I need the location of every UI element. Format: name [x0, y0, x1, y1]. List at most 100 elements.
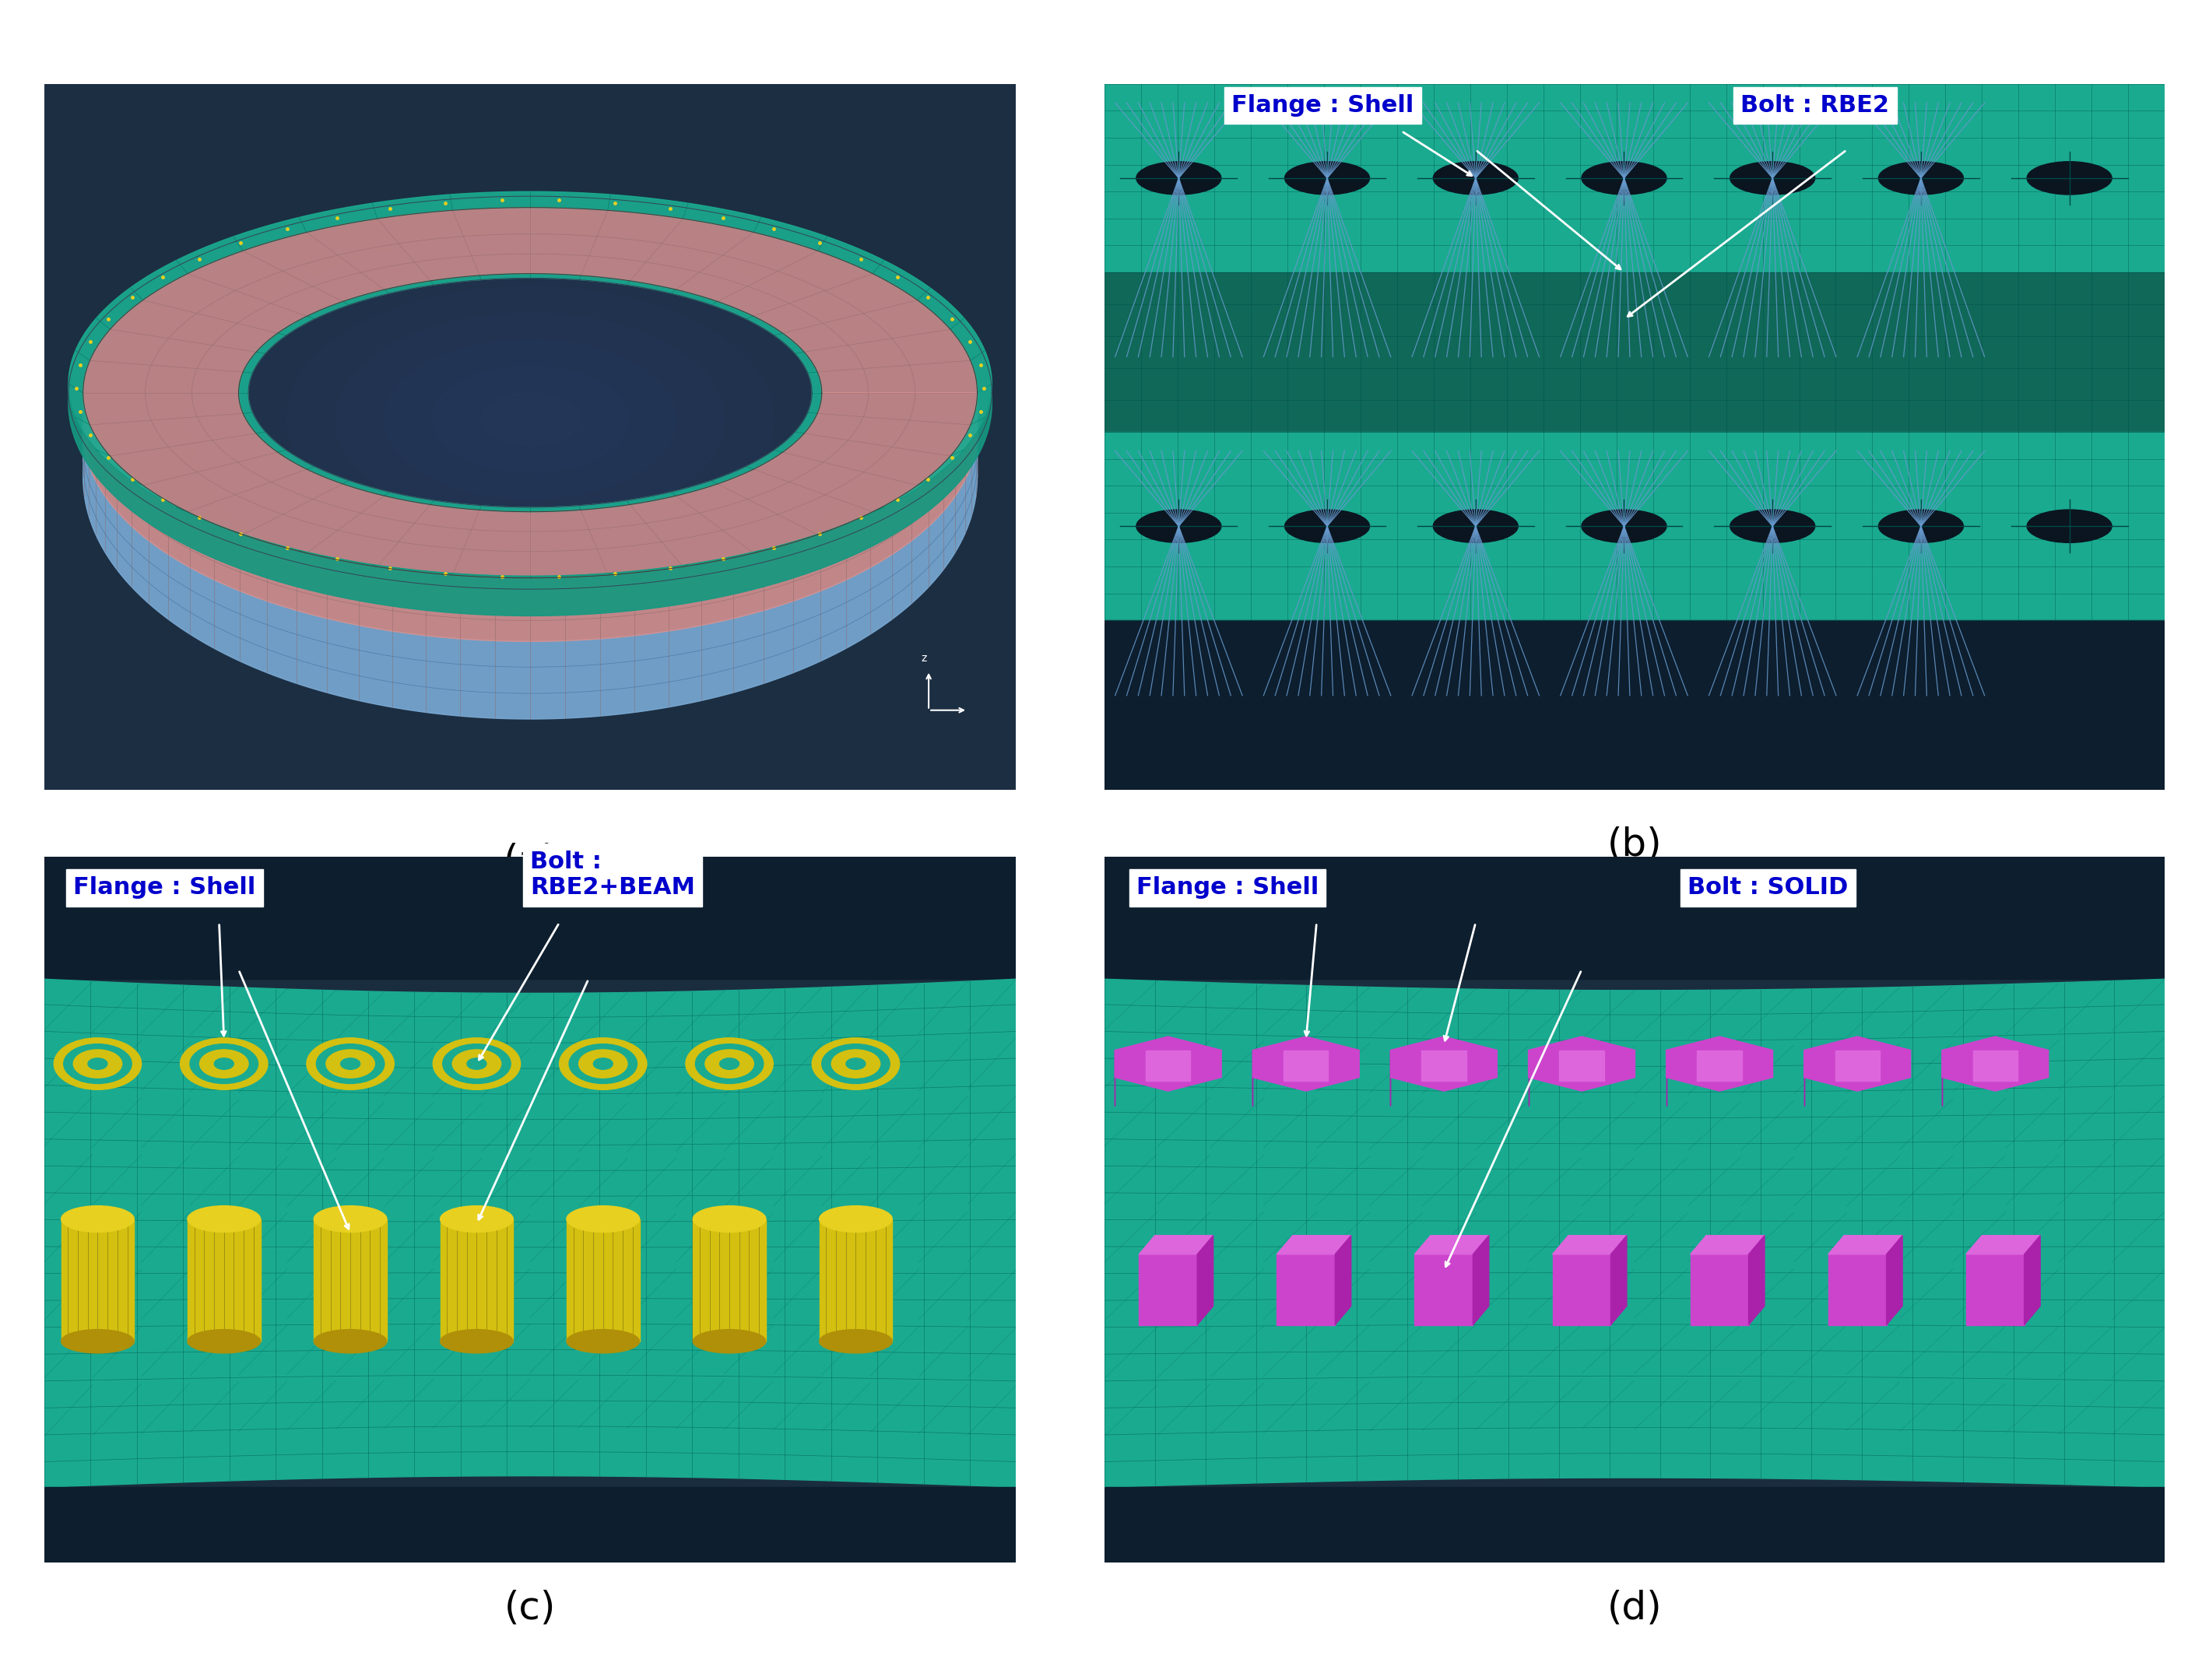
Ellipse shape [181, 1038, 267, 1090]
Ellipse shape [1878, 509, 1964, 543]
Ellipse shape [1434, 509, 1518, 543]
Ellipse shape [1286, 509, 1370, 543]
Bar [1140, 1255, 1197, 1326]
Polygon shape [1966, 1235, 2041, 1255]
Polygon shape [84, 208, 976, 578]
Text: Bolt :
RBE2+BEAM: Bolt : RBE2+BEAM [530, 850, 696, 899]
Ellipse shape [188, 1206, 261, 1231]
Ellipse shape [822, 1043, 890, 1084]
Ellipse shape [831, 1050, 879, 1079]
Polygon shape [44, 979, 1016, 1487]
Text: (c): (c) [504, 1589, 557, 1626]
Polygon shape [1253, 1037, 1359, 1090]
Polygon shape [1886, 1235, 1902, 1326]
Ellipse shape [73, 1050, 121, 1079]
Bar [820, 1220, 892, 1341]
Text: Flange : Shell: Flange : Shell [1233, 94, 1414, 118]
Polygon shape [1116, 1037, 1222, 1090]
Ellipse shape [1286, 161, 1370, 195]
Ellipse shape [568, 1206, 641, 1231]
Bar [314, 1220, 387, 1341]
Ellipse shape [188, 1329, 261, 1352]
Ellipse shape [820, 1329, 892, 1352]
Ellipse shape [316, 1043, 384, 1084]
Ellipse shape [1135, 161, 1222, 195]
Ellipse shape [1730, 509, 1816, 543]
Polygon shape [1197, 1235, 1213, 1326]
Ellipse shape [62, 1206, 135, 1231]
Ellipse shape [705, 1050, 753, 1079]
Bar [1829, 1255, 1886, 1326]
Bar [1690, 1255, 1750, 1326]
Polygon shape [1389, 1037, 1498, 1090]
Polygon shape [84, 393, 976, 642]
Polygon shape [1666, 1037, 1774, 1090]
Bar [1104, 857, 2165, 979]
Polygon shape [68, 385, 992, 617]
Ellipse shape [568, 1329, 641, 1352]
Polygon shape [239, 274, 822, 512]
Polygon shape [2023, 1235, 2041, 1326]
Text: Bolt : RBE2: Bolt : RBE2 [1741, 94, 1889, 118]
Ellipse shape [579, 1050, 627, 1079]
Polygon shape [1750, 1235, 1765, 1326]
Ellipse shape [88, 1058, 108, 1070]
Ellipse shape [440, 1329, 512, 1352]
Bar [1104, 1487, 2165, 1562]
Ellipse shape [62, 1329, 135, 1352]
Ellipse shape [453, 1050, 501, 1079]
Ellipse shape [314, 1329, 387, 1352]
Ellipse shape [1878, 161, 1964, 195]
Bar [1104, 620, 2165, 790]
Bar [1966, 1255, 2023, 1326]
Ellipse shape [314, 1206, 387, 1231]
Ellipse shape [694, 1329, 767, 1352]
Bar [694, 1220, 767, 1341]
Bar [44, 1487, 1016, 1562]
Ellipse shape [340, 1058, 360, 1070]
Ellipse shape [442, 1043, 510, 1084]
Polygon shape [1334, 1235, 1352, 1326]
Bar [1104, 432, 2165, 620]
Bar [1553, 1255, 1610, 1326]
Polygon shape [1553, 1235, 1626, 1255]
Ellipse shape [720, 1058, 740, 1070]
Ellipse shape [199, 1050, 247, 1079]
Ellipse shape [813, 1038, 899, 1090]
Bar [1973, 1050, 2017, 1080]
Bar [1283, 1050, 1328, 1080]
Ellipse shape [559, 1038, 647, 1090]
Ellipse shape [696, 1043, 764, 1084]
Polygon shape [1690, 1235, 1765, 1255]
Bar [1104, 272, 2165, 432]
Ellipse shape [190, 1043, 258, 1084]
Ellipse shape [64, 1043, 133, 1084]
Bar [1423, 1050, 1467, 1080]
Text: Flange : Shell: Flange : Shell [73, 877, 256, 899]
Bar [1104, 84, 2165, 272]
Ellipse shape [685, 1038, 773, 1090]
Polygon shape [1829, 1235, 1902, 1255]
Bar [1560, 1050, 1604, 1080]
Text: z: z [921, 654, 926, 664]
Polygon shape [1104, 979, 2165, 1487]
Ellipse shape [466, 1058, 486, 1070]
Bar [1836, 1050, 1880, 1080]
Ellipse shape [594, 1058, 612, 1070]
Ellipse shape [1730, 161, 1816, 195]
Bar [440, 1220, 512, 1341]
Ellipse shape [820, 1206, 892, 1231]
Ellipse shape [327, 1050, 376, 1079]
Text: (a): (a) [504, 843, 557, 880]
Polygon shape [1473, 1235, 1489, 1326]
Polygon shape [1529, 1037, 1635, 1090]
Ellipse shape [846, 1058, 866, 1070]
Text: Flange : Shell: Flange : Shell [1135, 877, 1319, 899]
Polygon shape [1140, 1235, 1213, 1255]
Polygon shape [1277, 1235, 1352, 1255]
Bar [1697, 1050, 1741, 1080]
Ellipse shape [1434, 161, 1518, 195]
Ellipse shape [214, 1058, 234, 1070]
Ellipse shape [2028, 509, 2112, 543]
Ellipse shape [440, 1206, 512, 1231]
